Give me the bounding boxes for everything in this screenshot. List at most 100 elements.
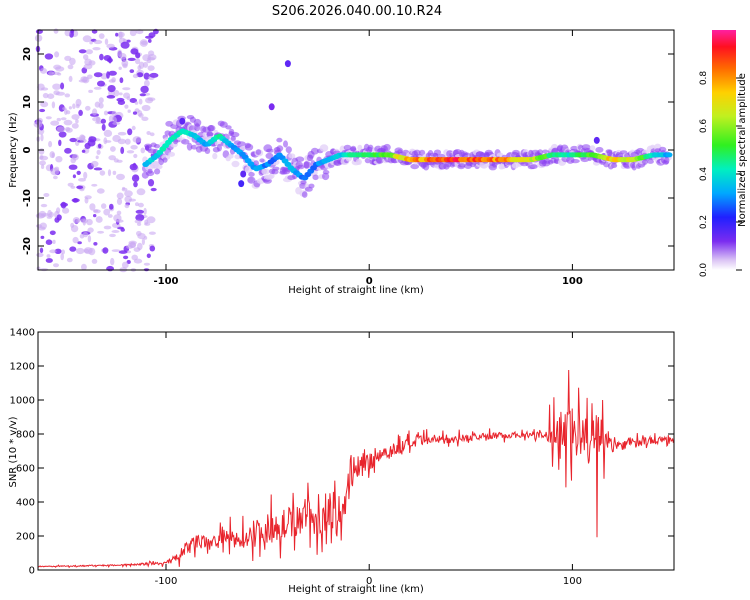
- noise-blob: [98, 33, 105, 39]
- colorbar-tick-label: 0.6: [699, 119, 709, 134]
- noise-blob: [138, 202, 144, 208]
- noise-blob: [63, 119, 73, 126]
- noise-blob: [93, 209, 99, 213]
- colorbar-tick-label: 0.2: [699, 215, 709, 229]
- noise-blob: [52, 239, 56, 244]
- chart-title: S206.2026.040.00.10.R24: [272, 4, 442, 19]
- ridge-halo: [288, 153, 296, 159]
- snr-y-tick-label: 800: [16, 430, 35, 441]
- ridge-blob: [238, 180, 245, 188]
- noise-blob: [91, 258, 98, 264]
- noise-blob: [46, 254, 51, 258]
- noise-blob: [84, 58, 92, 66]
- noise-blob: [36, 252, 44, 258]
- noise-blob: [47, 93, 55, 99]
- noise-blob: [122, 63, 128, 69]
- ridge-blob: [284, 60, 291, 68]
- noise-blob: [68, 106, 72, 110]
- noise-blob: [145, 35, 154, 39]
- noise-blob: [127, 128, 133, 136]
- ridge-halo: [162, 157, 168, 163]
- noise-blob: [103, 129, 113, 137]
- ridge-halo: [225, 125, 232, 130]
- noise-blob: [112, 121, 121, 125]
- noise-blob: [127, 109, 131, 113]
- noise-blob: [65, 110, 71, 115]
- ridge-halo: [537, 149, 544, 156]
- ridge-halo: [147, 168, 153, 174]
- noise-blob: [98, 143, 102, 149]
- noise-blob: [140, 40, 148, 45]
- noise-blob: [107, 85, 116, 93]
- ridge-halo: [297, 164, 305, 170]
- noise-blob: [75, 137, 82, 141]
- noise-blob: [82, 231, 89, 238]
- noise-blob: [131, 125, 136, 131]
- noise-blob: [144, 222, 151, 226]
- ridge-halo: [219, 121, 228, 128]
- noise-blob: [135, 214, 145, 222]
- noise-blob: [103, 137, 108, 145]
- noise-blob: [69, 246, 77, 252]
- snr-line: [37, 369, 675, 569]
- noise-blob: [141, 104, 151, 112]
- ridge-halo: [570, 159, 580, 164]
- noise-blob: [126, 39, 131, 43]
- snr-x-tick-label: -100: [155, 576, 178, 587]
- ridge-halo: [244, 143, 254, 151]
- ridge-halo: [605, 149, 613, 154]
- ridge-halo: [212, 152, 218, 160]
- snr-y-tick-label: 1400: [10, 328, 35, 339]
- noise-blob: [132, 111, 138, 115]
- noise-blob: [55, 91, 65, 96]
- ridge-halo: [295, 156, 305, 162]
- noise-blob: [111, 230, 120, 233]
- noise-blob: [64, 93, 71, 98]
- noise-blob: [60, 253, 64, 261]
- noise-blob: [124, 138, 131, 145]
- noise-blob: [70, 157, 76, 164]
- noise-blob: [124, 104, 129, 109]
- spectrogram-x-tick-label: 100: [562, 276, 583, 287]
- spectrogram-y-tick-label: -10: [22, 189, 33, 207]
- noise-blob: [87, 227, 94, 233]
- noise-blob: [116, 210, 122, 216]
- noise-blob: [81, 149, 86, 153]
- ridge-halo: [271, 169, 279, 175]
- ridge-halo: [664, 156, 670, 165]
- noise-blob: [99, 170, 106, 176]
- noise-blob: [82, 35, 92, 43]
- ridge-cell: [665, 152, 673, 158]
- noise-blob: [61, 249, 65, 255]
- noise-blob: [52, 83, 61, 90]
- ridge-halo: [319, 144, 329, 152]
- noise-blob: [89, 41, 93, 45]
- ridge-halo: [647, 159, 654, 164]
- noise-blob: [39, 108, 46, 113]
- ridge-halo: [355, 158, 362, 165]
- snr-frame: [37, 331, 675, 571]
- noise-blob: [96, 149, 101, 155]
- noise-blob: [137, 233, 146, 240]
- noise-blob: [55, 66, 65, 72]
- ridge-halo: [581, 144, 591, 151]
- noise-blob: [135, 209, 144, 214]
- ridge-halo: [154, 164, 163, 170]
- ridge-halo: [410, 163, 420, 170]
- noise-blob: [97, 230, 105, 234]
- noise-blob: [137, 65, 142, 71]
- noise-blob: [83, 247, 93, 255]
- noise-blob: [111, 77, 116, 83]
- colorbar-tick-label: 0.4: [699, 167, 709, 182]
- snr-y-tick-label: 1200: [10, 362, 35, 373]
- noise-blob: [98, 97, 104, 104]
- noise-blob: [110, 257, 115, 266]
- ridge-blob: [593, 136, 600, 144]
- noise-blob: [96, 116, 101, 124]
- ridge-halo: [285, 146, 292, 154]
- noise-blob: [56, 117, 61, 122]
- noise-blob: [75, 98, 82, 107]
- noise-blob: [108, 70, 117, 76]
- noise-blob: [134, 219, 142, 224]
- noise-blob: [83, 171, 88, 179]
